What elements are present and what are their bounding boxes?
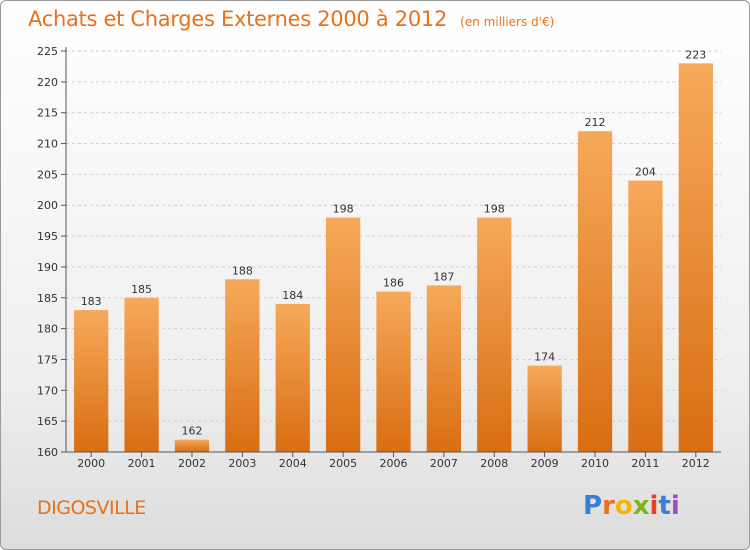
logo-letter: i — [649, 491, 659, 521]
grid — [66, 50, 721, 422]
y-tick-label: 170 — [37, 384, 58, 397]
bar-2004 — [275, 303, 310, 452]
y-tick-label: 165 — [37, 415, 58, 428]
bar-2009 — [527, 365, 562, 452]
y-tick-label: 210 — [37, 138, 58, 151]
title-row: Achats et Charges Externes 2000 à 2012 (… — [28, 7, 554, 31]
data-label: 198 — [333, 203, 354, 216]
y-tick-label: 175 — [37, 353, 58, 366]
y-tick-label: 225 — [37, 45, 58, 58]
data-label: 184 — [282, 289, 303, 302]
x-tick-label: 2006 — [380, 457, 408, 470]
data-label: 185 — [131, 283, 152, 296]
x-tick-label: 2010 — [581, 457, 609, 470]
y-tick-label: 220 — [37, 76, 58, 89]
data-label: 174 — [534, 351, 555, 364]
bar-2000 — [74, 310, 109, 452]
data-label: 187 — [433, 270, 454, 283]
y-tick-label: 180 — [37, 323, 58, 336]
commune-name: DIGOSVILLE — [37, 497, 146, 519]
data-label: 212 — [585, 116, 606, 129]
x-tick-label: 2012 — [682, 457, 710, 470]
bar-2011 — [628, 180, 663, 453]
y-tick-label: 200 — [37, 199, 58, 212]
bar-2006 — [376, 291, 411, 452]
data-label: 183 — [81, 295, 102, 308]
x-tick-label: 2007 — [430, 457, 458, 470]
bar-2002 — [174, 439, 210, 452]
bar-2008 — [477, 217, 512, 452]
y-tick-label: 185 — [37, 292, 58, 305]
y-tick-label: 195 — [37, 230, 58, 243]
logo-letter: i — [670, 491, 680, 521]
x-tick-label: 2009 — [531, 457, 559, 470]
data-label: 223 — [685, 48, 706, 61]
data-label: 204 — [635, 166, 656, 179]
y-tick-label: 215 — [37, 107, 58, 120]
x-tick-label: 2008 — [480, 457, 508, 470]
bar-2003 — [225, 279, 260, 452]
chart-subtitle: (en milliers d'€) — [460, 15, 555, 29]
bar-2012 — [678, 63, 713, 452]
bar-2001 — [124, 297, 159, 452]
logo-letter: o — [614, 491, 633, 521]
x-tick-label: 2003 — [228, 457, 256, 470]
x-tick-label: 2011 — [631, 457, 659, 470]
logo-letter: P — [583, 491, 603, 521]
y-tick-label: 190 — [37, 261, 58, 274]
x-tick-label: 2000 — [77, 457, 105, 470]
data-label: 188 — [232, 264, 253, 277]
x-tick-label: 2005 — [329, 457, 357, 470]
bar-2010 — [577, 131, 613, 452]
bar-2007 — [426, 285, 462, 452]
logo-letter: x — [632, 491, 650, 521]
y-tick-label: 160 — [37, 446, 58, 459]
proxiti-logo[interactable]: Proxiti — [583, 491, 680, 521]
x-tick-label: 2004 — [279, 457, 307, 470]
bars: 183 185 162 188 184 198 186 187 198 174 212 204 223 — [74, 48, 713, 453]
bar-2005 — [325, 217, 361, 452]
x-tick-label: 2002 — [178, 457, 206, 470]
axes: 160 165 170 175 180 185 190 195 200 205 210 215 220 2… — [37, 45, 721, 470]
logo-letter: t — [658, 491, 671, 521]
data-label: 186 — [383, 277, 404, 290]
chart-title: Achats et Charges Externes 2000 à 2012 — [28, 7, 448, 31]
logo-letter: r — [602, 491, 615, 521]
y-tick-label: 205 — [37, 168, 58, 181]
data-label: 162 — [181, 425, 202, 438]
x-tick-label: 2001 — [128, 457, 156, 470]
data-label: 198 — [484, 203, 505, 216]
